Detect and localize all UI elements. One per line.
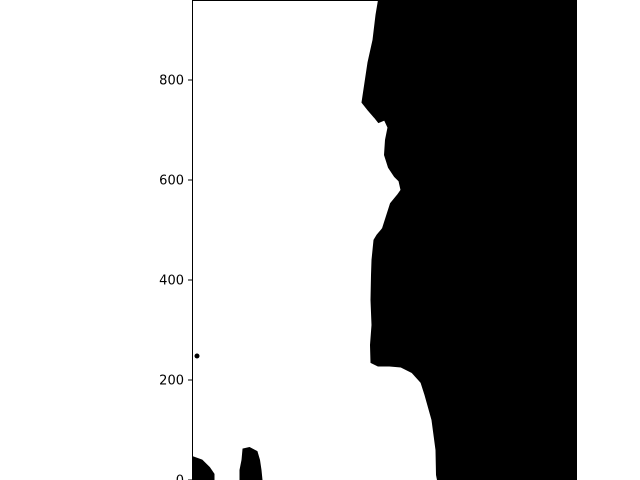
filled-region-0	[361, 0, 577, 480]
y-tick-label: 200	[159, 374, 184, 389]
plot-area	[192, 0, 577, 480]
y-tick-label: 800	[159, 74, 184, 89]
blob-region-2	[239, 446, 263, 480]
y-axis: 0 200 400 600 800	[159, 0, 577, 480]
blob-region-1	[192, 455, 215, 480]
data-dot	[194, 353, 200, 359]
y-tick-label: 400	[159, 274, 184, 289]
y-tick-label: 0	[176, 474, 184, 480]
y-tick-label: 600	[159, 174, 184, 189]
